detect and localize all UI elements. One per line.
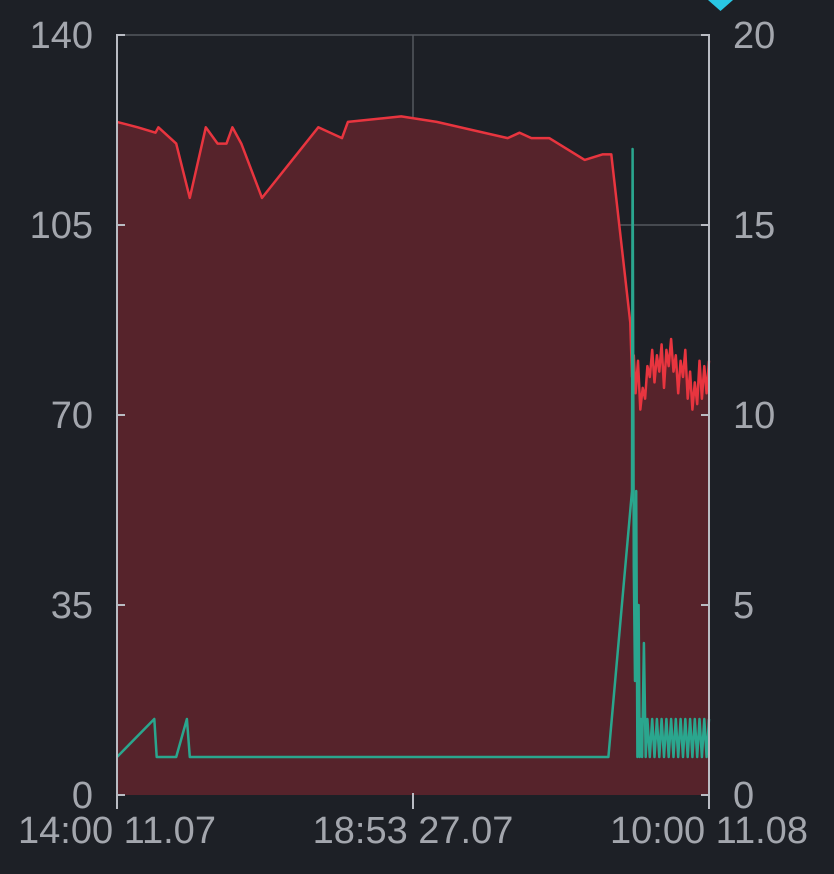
left-tick-label: 0 bbox=[72, 775, 93, 817]
left-tick-label: 35 bbox=[51, 585, 93, 627]
left-tick-label: 70 bbox=[51, 395, 93, 437]
left-tick-label: 105 bbox=[30, 205, 93, 247]
x-tick-label: 14:00 11.07 bbox=[18, 810, 216, 852]
left-tick-label: 140 bbox=[30, 15, 93, 57]
series-line-2 bbox=[116, 147, 711, 759]
right-tick-label: 5 bbox=[733, 585, 754, 627]
series-line-1 bbox=[116, 115, 711, 411]
tick-labels: 0 35 70 105 140 0 5 10 15 20 14:00 11.07 18:53 27.0… bbox=[18, 15, 808, 852]
x-tick-label: 10:00 11.08 bbox=[610, 810, 808, 852]
x-tick-label: 18:53 27.07 bbox=[313, 810, 514, 852]
right-tick-label: 15 bbox=[733, 205, 775, 247]
indicator-diamond-icon bbox=[708, 0, 733, 11]
right-tick-label: 0 bbox=[733, 775, 754, 817]
right-tick-label: 10 bbox=[733, 395, 775, 437]
series-layer bbox=[116, 115, 711, 795]
series-area-1 bbox=[117, 116, 709, 795]
axes bbox=[116, 0, 733, 809]
right-tick-label: 20 bbox=[733, 15, 775, 57]
